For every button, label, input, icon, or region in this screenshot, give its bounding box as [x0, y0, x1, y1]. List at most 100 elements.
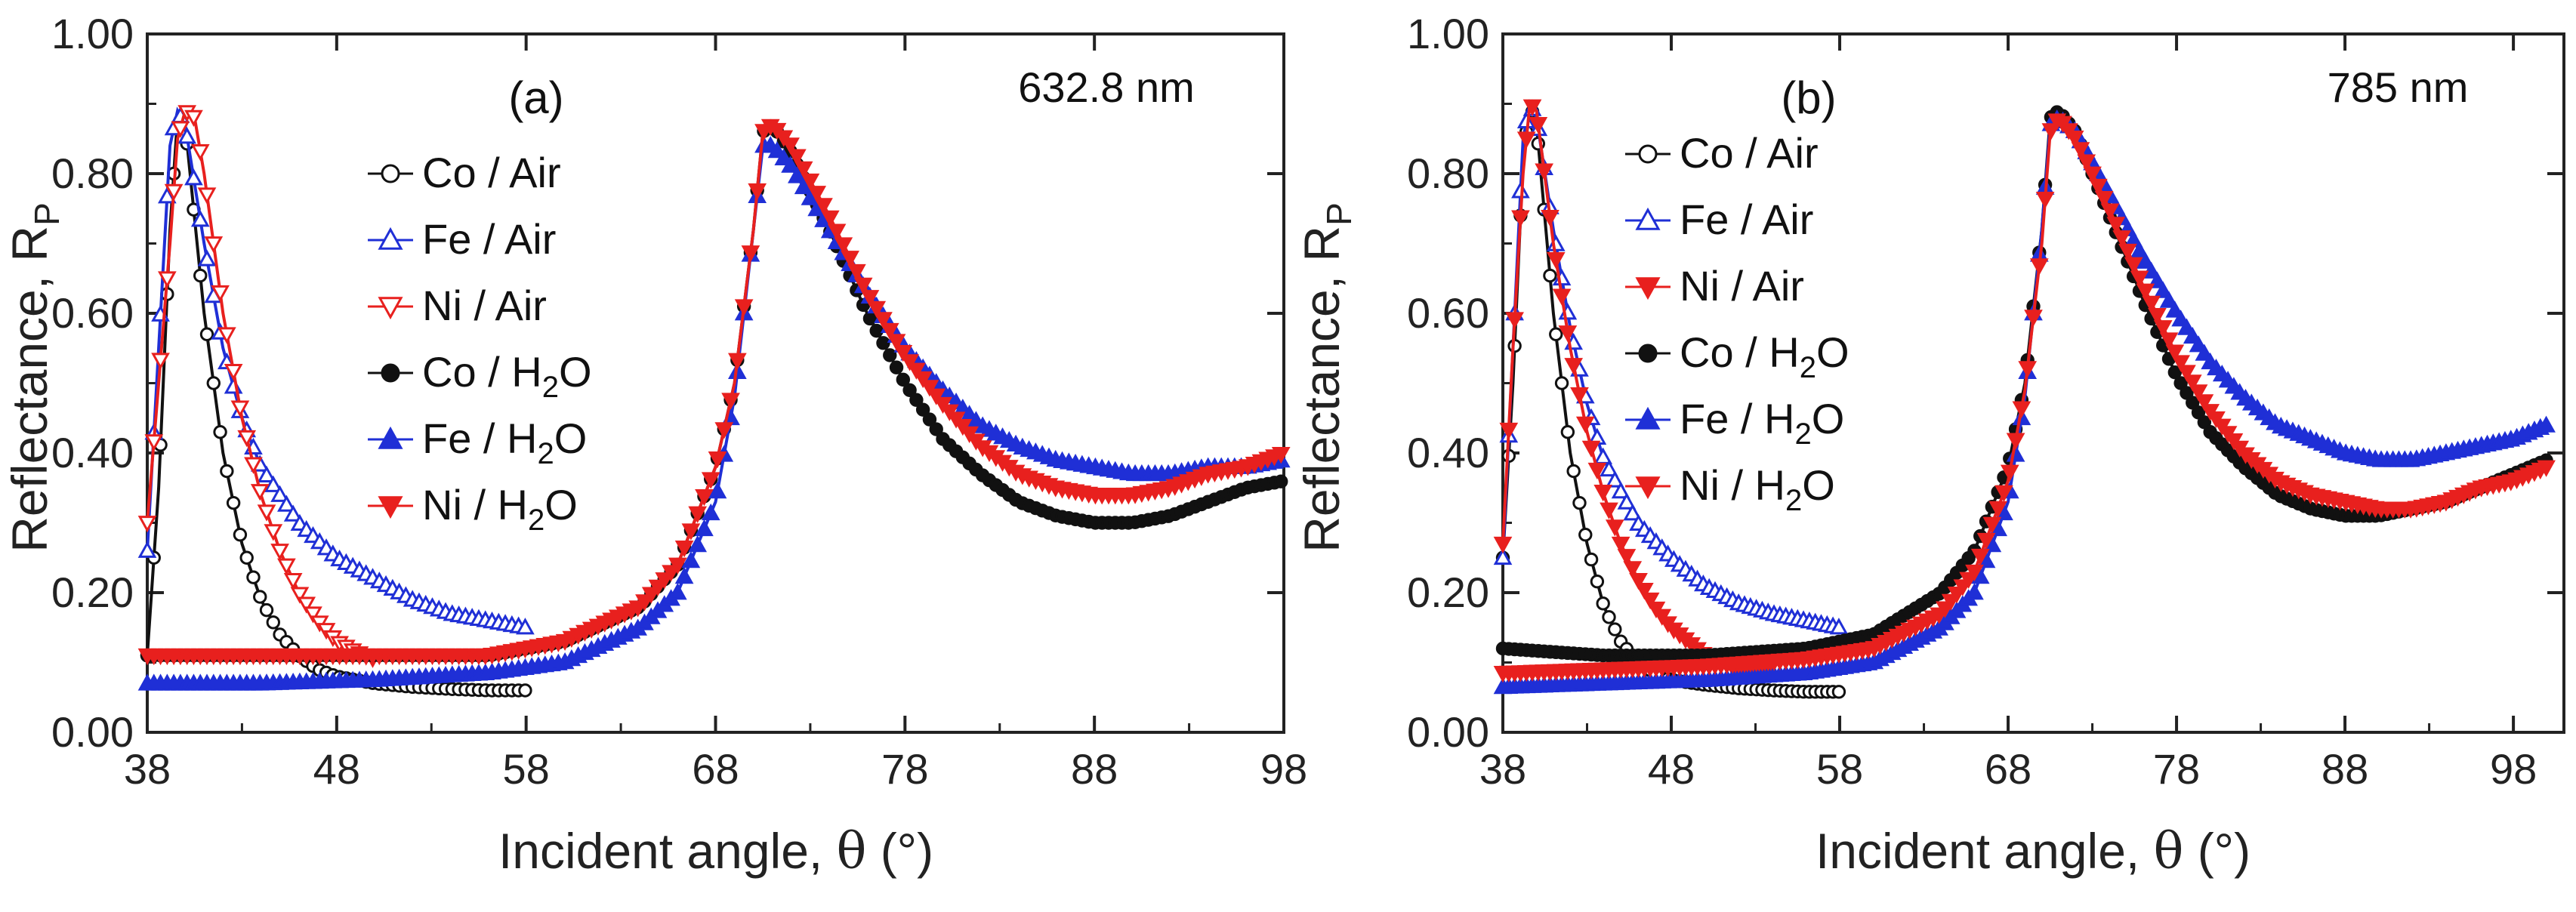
y-tick-label: 0.60: [1407, 289, 1489, 337]
data-point: [1611, 481, 1630, 499]
y-tick-label: 0.20: [51, 568, 134, 616]
data-point: [927, 388, 946, 405]
legend-marker: [1638, 344, 1658, 363]
data-point: [1535, 163, 1553, 180]
data-point: [2018, 361, 2038, 378]
data-point: [1831, 685, 1846, 699]
y-tick-label: 0.80: [1407, 149, 1489, 197]
data-point: [1581, 440, 1601, 458]
data-point: [929, 422, 943, 436]
data-point: [230, 400, 250, 417]
data-point: [2077, 154, 2096, 171]
data-point: [674, 567, 694, 584]
x-tick-label: 48: [1648, 745, 1695, 793]
data-point: [226, 495, 241, 510]
data-point: [1611, 536, 1630, 554]
data-point: [211, 285, 230, 303]
data-point: [2006, 433, 2025, 450]
data-point: [688, 535, 708, 553]
data-point: [674, 540, 694, 558]
data-point: [177, 127, 197, 144]
data-point: [304, 606, 322, 624]
data-point: [2035, 191, 2055, 209]
data-point: [701, 503, 720, 521]
data-point: [781, 156, 800, 173]
legend-marker: [378, 496, 403, 519]
data-point: [869, 323, 884, 338]
data-point: [2124, 257, 2143, 274]
data-point: [270, 544, 289, 561]
data-point: [887, 334, 906, 351]
y-tick-label: 0.80: [51, 149, 134, 197]
data-point: [516, 618, 535, 635]
data-point: [2118, 243, 2137, 261]
data-point: [2153, 320, 2173, 337]
series-ni-h2o: [137, 119, 1291, 666]
data-point: [239, 550, 254, 565]
data-point: [144, 434, 164, 451]
x-tick-label: 58: [503, 745, 550, 793]
data-point: [920, 380, 939, 397]
data-point: [233, 528, 248, 542]
y-tick-label: 1.00: [1407, 10, 1489, 57]
data-point: [224, 377, 243, 394]
legend-entry: Co / H2O: [1625, 328, 1849, 384]
legend-marker: [381, 164, 400, 183]
data-point: [1593, 484, 1613, 502]
data-point: [184, 168, 203, 186]
legend-entry: Co / Air: [368, 149, 561, 196]
data-point: [907, 362, 926, 380]
data-point: [2148, 307, 2167, 325]
data-point: [774, 148, 794, 165]
data-point: [841, 251, 859, 268]
data-point: [151, 353, 170, 370]
data-point: [1560, 425, 1575, 439]
data-point: [1605, 519, 1624, 537]
data-point: [1970, 548, 1990, 566]
data-point: [814, 198, 833, 215]
data-point: [727, 353, 747, 370]
data-point: [1640, 592, 1660, 610]
series-ni-air: [137, 105, 382, 668]
legend-entry: Fe / Air: [1625, 196, 1813, 243]
legend-label: Co / Air: [422, 149, 561, 196]
data-point: [197, 187, 217, 205]
y-tick-label: 0.40: [1407, 429, 1489, 476]
data-point: [2189, 335, 2208, 353]
legend-marker: [1638, 144, 1658, 164]
data-point: [909, 393, 924, 407]
data-point: [197, 249, 217, 267]
data-point: [1623, 504, 1643, 521]
data-point: [246, 570, 261, 584]
x-tick-label: 78: [2153, 745, 2200, 793]
data-point: [2186, 396, 2200, 410]
data-point: [1602, 610, 1616, 624]
data-point: [157, 271, 177, 288]
data-point: [2177, 318, 2196, 335]
legend-label: Co / H2O: [1680, 328, 1849, 384]
data-point: [668, 557, 687, 575]
data-point: [1587, 462, 1607, 480]
data-point: [204, 236, 224, 254]
data-point: [1564, 358, 1584, 375]
data-point: [290, 587, 310, 604]
series-ni-h2o: [1493, 113, 2556, 683]
data-point: [1578, 528, 1593, 542]
data-point: [2195, 344, 2214, 361]
data-point: [734, 299, 754, 316]
data-point: [1965, 583, 1984, 600]
data-point: [915, 402, 930, 417]
x-tick-label: 88: [1071, 745, 1118, 793]
data-point: [2065, 131, 2084, 148]
legend-marker: [378, 426, 403, 449]
data-point: [820, 210, 840, 227]
data-point: [266, 615, 281, 630]
panel-b: 0.00 0.20 0.40 0.60 0.80 1.00 38 48 58 68 78 88 98 Co…: [1294, 10, 2565, 880]
data-point: [1623, 561, 1643, 578]
data-point: [1271, 447, 1291, 464]
data-point: [788, 166, 807, 183]
y-axis-title: Reflectance, RP: [1294, 202, 1359, 553]
data-point: [1516, 131, 1536, 149]
data-point: [244, 457, 263, 474]
data-point: [1634, 582, 1654, 600]
